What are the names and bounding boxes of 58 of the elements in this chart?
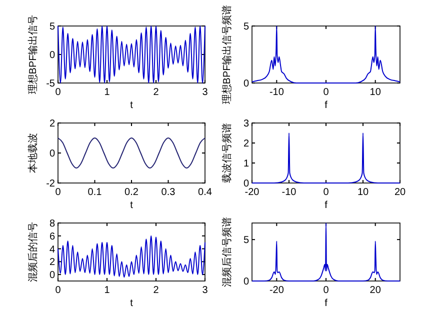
line-series [58, 26, 206, 84]
x-tick-label: 0.3 [161, 187, 176, 198]
y-tick-label: 5 [49, 22, 56, 32]
line-series [58, 235, 206, 278]
y-tick-label: 0 [243, 178, 250, 190]
x-axis-title: f [324, 100, 328, 111]
x-tick-label: 2 [153, 285, 160, 296]
y-axis-title: 理想BPF输出信号频谱 [221, 4, 233, 104]
y-tick-label: -5 [46, 78, 56, 90]
y-tick-label: 8 [49, 218, 56, 230]
x-tick-label: 0.1 [88, 187, 102, 198]
x-tick-label: 0 [323, 87, 330, 98]
x-tick-label: 2 [153, 87, 160, 98]
y-tick-label: 5 [243, 235, 250, 246]
line-series [252, 222, 400, 282]
x-tick-label: 0.4 [198, 187, 212, 198]
x-tick-label: 1 [104, 285, 110, 296]
y-tick-label: 0 [243, 78, 250, 90]
x-tick-label: 0 [323, 285, 330, 296]
y-axis-title: 理想BPF输出信号 [27, 14, 39, 94]
x-axis-title: f [324, 200, 328, 211]
y-tick-label: 3 [243, 118, 250, 130]
x-tick-label: -10 [269, 87, 284, 98]
x-axis-title: f [324, 298, 328, 309]
x-tick-label: -10 [282, 187, 297, 198]
x-tick-label: 3 [202, 285, 208, 296]
x-axis-title: t [130, 200, 134, 211]
x-tick-label: 10 [357, 187, 369, 198]
x-tick-label: -20 [269, 285, 284, 296]
y-tick-label: 5 [243, 22, 250, 32]
x-tick-label: 0 [323, 187, 330, 198]
x-tick-label: 3 [202, 87, 208, 98]
y-tick-label: 0 [243, 276, 250, 288]
line-series [252, 132, 400, 184]
x-tick-label: 0.2 [124, 187, 139, 198]
y-axis-title: 本地载波 [27, 133, 39, 173]
y-tick-label: 2 [49, 118, 56, 130]
y-tick-label: 2 [49, 257, 56, 268]
y-tick-label: -2 [46, 178, 56, 190]
line-series [252, 26, 400, 84]
y-tick-label: 0 [49, 50, 56, 61]
y-tick-label: 2 [243, 138, 250, 150]
x-axis-title: t [130, 298, 134, 309]
y-tick-label: 0 [49, 270, 56, 282]
y-axis-title: 载波信号频谱 [221, 123, 233, 183]
y-axis-title: 混频后的信号 [27, 222, 39, 282]
x-tick-label: 10 [370, 87, 382, 98]
y-axis-title: 混频后信号频谱 [221, 217, 233, 287]
x-axis-title: t [130, 100, 134, 111]
x-tick-label: 20 [394, 187, 406, 198]
y-tick-label: 6 [49, 231, 56, 242]
y-tick-label: 0 [49, 148, 56, 160]
x-tick-label: 20 [370, 285, 382, 296]
y-tick-label: 4 [49, 244, 56, 256]
x-tick-label: -20 [244, 187, 260, 198]
line-series [58, 138, 206, 168]
x-tick-label: 1 [104, 87, 110, 98]
y-tick-label: 1 [243, 158, 250, 170]
